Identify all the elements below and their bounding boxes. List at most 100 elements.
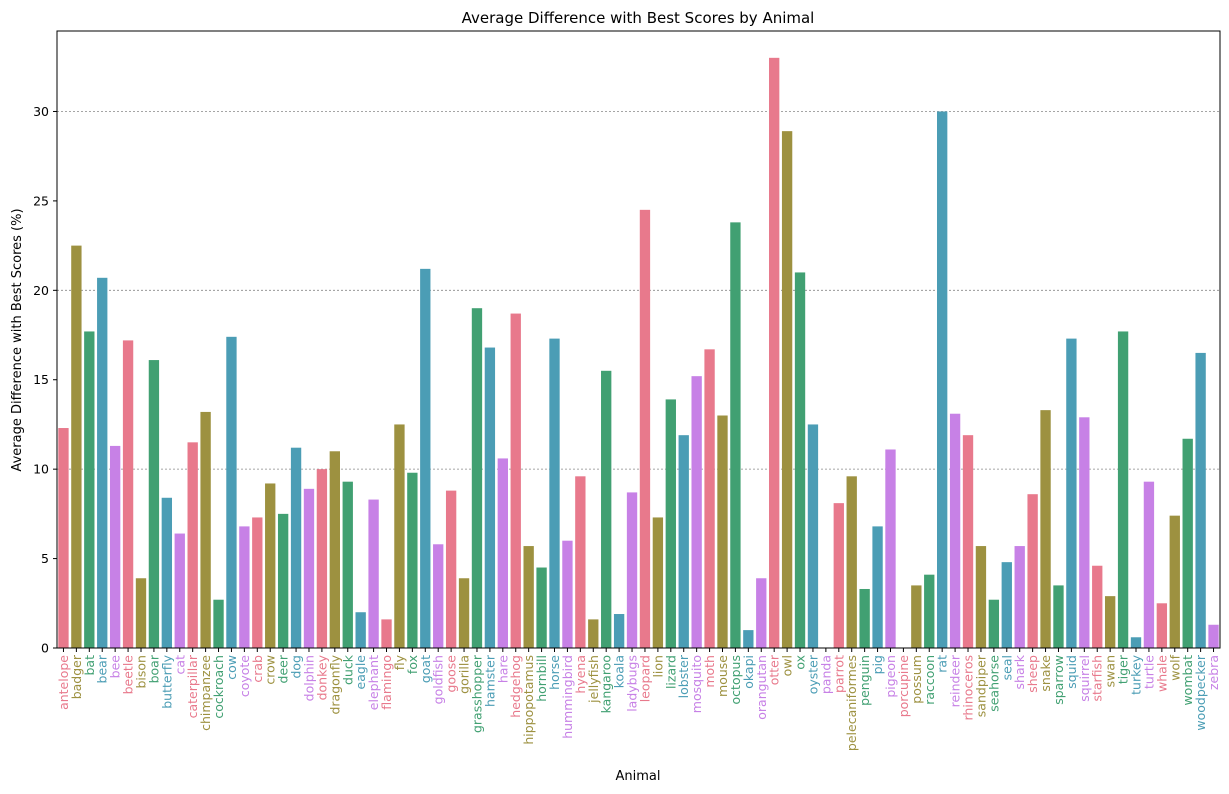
x-tick-label: hippopotamus bbox=[521, 655, 536, 745]
bar-goldfish bbox=[433, 544, 444, 648]
x-tick-label: lobster bbox=[676, 654, 691, 698]
x-tick-label: grasshopper bbox=[469, 654, 484, 733]
x-tick-label: chimpanzee bbox=[198, 655, 213, 731]
y-axis: 0 5 10 15 20 25 30 bbox=[33, 104, 57, 656]
bar-woodpecker bbox=[1195, 352, 1206, 648]
x-tick-label: okapi bbox=[741, 655, 756, 689]
plot-frame bbox=[56, 30, 1221, 649]
x-tick-label: octopus bbox=[728, 655, 743, 704]
bar-lizard bbox=[665, 399, 676, 648]
bar-hippopotamus bbox=[523, 546, 534, 648]
bar-seahorse bbox=[988, 599, 1000, 648]
x-tick-label: squirrel bbox=[1077, 655, 1092, 702]
bar-koala bbox=[613, 614, 625, 648]
bars bbox=[58, 57, 1219, 648]
bar-grasshopper bbox=[471, 308, 483, 648]
bar-wombat bbox=[1182, 438, 1193, 648]
x-tick-label: antelope bbox=[56, 655, 71, 710]
x-tick-label: eagle bbox=[353, 655, 368, 690]
x-tick-label: dog bbox=[289, 655, 304, 679]
bar-bat bbox=[84, 331, 95, 648]
x-tick-label: lizard bbox=[663, 655, 678, 689]
bar-cockroach bbox=[213, 599, 224, 648]
bar-coyote bbox=[239, 526, 250, 648]
bar-dog bbox=[290, 447, 302, 648]
x-tick-label: raccoon bbox=[922, 655, 937, 705]
bar-caterpillar bbox=[187, 442, 198, 648]
x-tick-label: pelecaniformes bbox=[844, 655, 859, 751]
bar-orangutan bbox=[756, 578, 767, 648]
x-tick-label: reindeer bbox=[948, 654, 963, 707]
bar-flamingo bbox=[381, 619, 392, 648]
bar-turkey bbox=[1130, 637, 1142, 648]
x-tick-label: seal bbox=[999, 655, 1014, 680]
x-tick-label: dolphin bbox=[301, 655, 316, 701]
x-tick-label: crab bbox=[250, 655, 265, 683]
x-tick-label: starfish bbox=[1090, 655, 1105, 702]
x-tick-label: whale bbox=[1154, 655, 1169, 692]
bar-zebra bbox=[1208, 624, 1219, 648]
bar-pelecaniformes bbox=[846, 476, 857, 648]
x-tick-label: cat bbox=[172, 655, 187, 675]
bar-butterfly bbox=[161, 497, 173, 648]
x-tick-label: hare bbox=[495, 655, 510, 683]
bar-turtle bbox=[1143, 481, 1155, 648]
x-tick-label: rhinoceros bbox=[961, 655, 976, 720]
x-tick-label: seahorse bbox=[986, 655, 1001, 712]
bar-dolphin bbox=[303, 488, 315, 648]
x-tick-label: otter bbox=[767, 654, 782, 685]
bar-eagle bbox=[355, 612, 366, 648]
bar-goat bbox=[420, 268, 431, 648]
x-tick-label: hamster bbox=[482, 654, 497, 707]
x-tick-label: gorilla bbox=[457, 655, 472, 694]
y-tick-label: 25 bbox=[33, 193, 49, 208]
bar-octopus bbox=[730, 222, 741, 648]
x-tick-label: orangutan bbox=[754, 655, 769, 720]
bar-deer bbox=[277, 513, 289, 648]
bar-crow bbox=[265, 483, 276, 648]
x-tick-label: penguin bbox=[857, 655, 872, 706]
x-tick-label: cow bbox=[224, 655, 239, 680]
x-tick-label: bison bbox=[133, 655, 148, 689]
bar-sheep bbox=[1027, 494, 1038, 648]
bar-swan bbox=[1104, 596, 1116, 648]
x-tick-label: mouse bbox=[715, 655, 730, 697]
bar-owl bbox=[781, 131, 793, 648]
x-tick-label: deer bbox=[276, 654, 291, 683]
bar-rhinoceros bbox=[962, 435, 974, 648]
x-axis-label: Animal bbox=[616, 769, 661, 784]
x-tick-label: turkey bbox=[1129, 654, 1144, 694]
x-tick-label: shark bbox=[1012, 654, 1027, 689]
bar-goose bbox=[445, 490, 457, 648]
x-tick-label: swan bbox=[1103, 655, 1118, 687]
x-tick-label: wolf bbox=[1167, 654, 1182, 680]
x-tick-label: fly bbox=[392, 654, 407, 670]
x-tick-label: sparrow bbox=[1051, 655, 1066, 705]
x-tick-label: leopard bbox=[637, 655, 652, 702]
bar-hare bbox=[497, 458, 508, 648]
bar-ladybugs bbox=[626, 492, 638, 648]
grid-lines bbox=[57, 111, 1220, 470]
x-tick-label: kangaroo bbox=[599, 655, 614, 713]
x-tick-label: hyena bbox=[573, 655, 588, 694]
bar-dragonfly bbox=[329, 451, 340, 648]
bar-parrot bbox=[833, 503, 844, 648]
x-tick-label: sheep bbox=[1025, 655, 1040, 693]
bar-hornbill bbox=[536, 567, 547, 648]
x-tick-label: hedgehog bbox=[508, 655, 523, 718]
x-tick-label: bear bbox=[95, 654, 110, 683]
bar-fox bbox=[407, 472, 418, 648]
bar-tiger bbox=[1117, 331, 1129, 648]
x-tick-label: hornbill bbox=[534, 655, 549, 702]
bar-pigeon bbox=[885, 449, 896, 648]
bar-chimpanzee bbox=[200, 411, 211, 648]
x-tick-label: cockroach bbox=[211, 655, 226, 719]
bar-cat bbox=[174, 533, 185, 648]
x-tick-label: duck bbox=[340, 654, 355, 685]
bar-hyena bbox=[575, 476, 586, 648]
bar-antelope bbox=[58, 428, 69, 648]
x-tick-label: oyster bbox=[805, 654, 820, 694]
x-tick-label: goat bbox=[418, 655, 433, 683]
bar-whale bbox=[1156, 603, 1168, 648]
bar-sandpiper bbox=[975, 546, 987, 648]
